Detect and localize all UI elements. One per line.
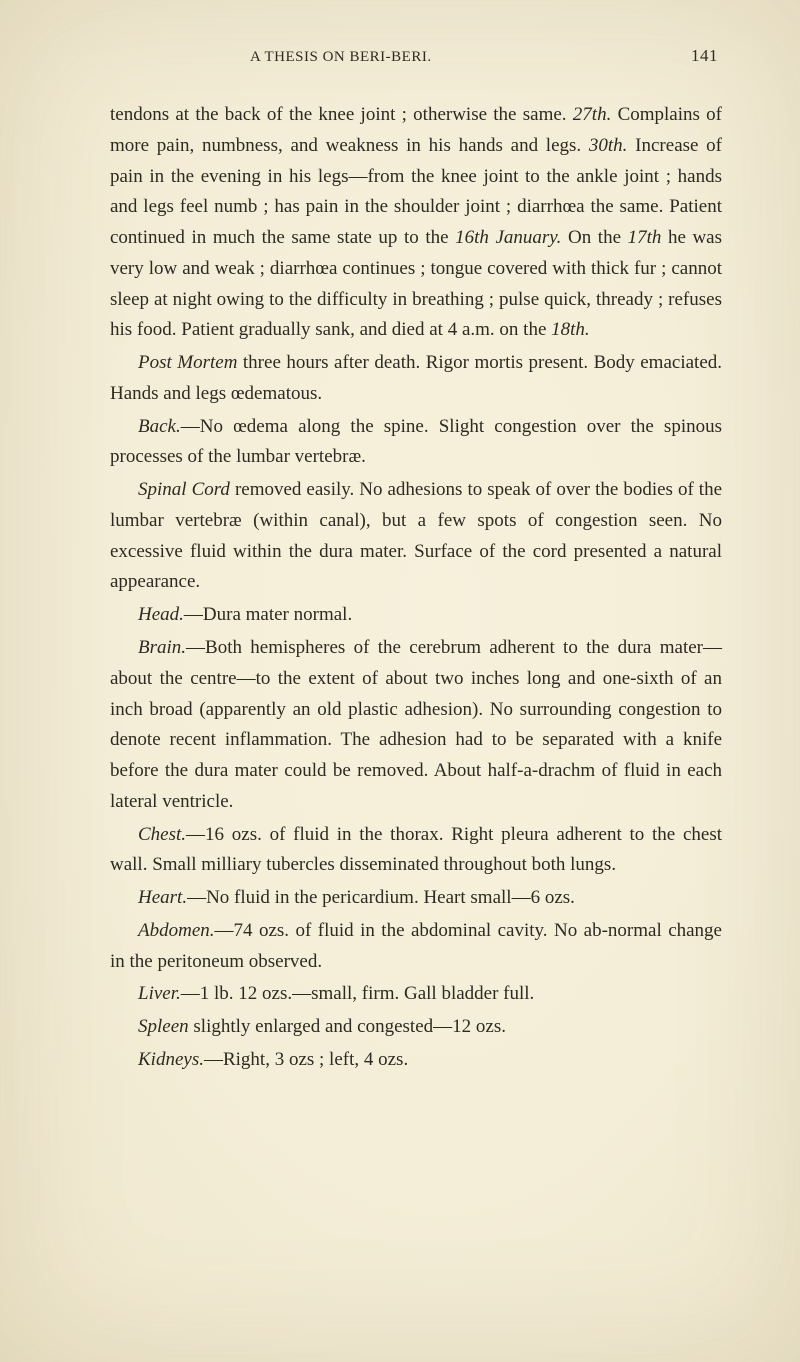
paragraph: Head.—Dura mater normal.	[110, 600, 722, 631]
page: A THESIS ON BERI-BERI. 141 tendons at th…	[0, 0, 800, 1362]
text-run: —No fluid in the pericardium. Heart smal…	[187, 887, 575, 908]
italic-run: Brain.	[138, 637, 186, 658]
paragraph: Brain.—Both hemispheres of the cerebrum …	[110, 633, 722, 818]
paragraph: Kidneys.—Right, 3 ozs ; left, 4 ozs.	[110, 1045, 722, 1076]
paragraph: Liver.—1 lb. 12 ozs.—small, firm. Gall b…	[110, 979, 722, 1010]
text-run: —1 lb. 12 ozs.—small, firm. Gall bladder…	[181, 983, 535, 1004]
text-run: On the	[561, 227, 627, 248]
italic-run: 16th January.	[455, 227, 561, 248]
text-run: slightly enlarged and congested—12 ozs.	[189, 1016, 506, 1037]
text-run: —Dura mater normal.	[184, 604, 352, 625]
body-text: tendons at the back of the knee joint ; …	[110, 100, 722, 1076]
italic-run: 17th	[628, 227, 662, 248]
italic-run: Post Mortem	[138, 352, 237, 373]
italic-run: Spleen	[138, 1016, 189, 1037]
running-header-title: A THESIS ON BERI-BERI.	[250, 49, 432, 66]
italic-run: 27th.	[573, 104, 612, 125]
text-run: —No œdema along the spine. Slight conges…	[110, 416, 722, 468]
text-run: tendons at the back of the knee joint ; …	[110, 104, 573, 125]
paragraph: Spinal Cord removed easily. No adhesions…	[110, 475, 722, 598]
paragraph: Back.—No œdema along the spine. Slight c…	[110, 412, 722, 474]
italic-run: Chest.	[138, 824, 186, 845]
italic-run: Head.	[138, 604, 184, 625]
paragraph: tendons at the back of the knee joint ; …	[110, 100, 722, 346]
italic-run: Back.	[138, 416, 181, 437]
paragraph: Heart.—No fluid in the pericardium. Hear…	[110, 883, 722, 914]
paragraph: Post Mortem three hours after death. Rig…	[110, 348, 722, 410]
paragraph: Abdomen.—74 ozs. of fluid in the abdomin…	[110, 916, 722, 978]
italic-run: 18th.	[551, 319, 590, 340]
text-run: —Both hemispheres of the cerebrum adhere…	[110, 637, 722, 812]
text-run: —16 ozs. of fluid in the thorax. Right p…	[110, 824, 722, 876]
paragraph: Chest.—16 ozs. of fluid in the thorax. R…	[110, 820, 722, 882]
italic-run: Abdomen.	[138, 920, 215, 941]
italic-run: Liver.	[138, 983, 181, 1004]
italic-run: Spinal Cord	[138, 479, 230, 500]
running-header: A THESIS ON BERI-BERI. 141	[110, 46, 722, 66]
text-run: —Right, 3 ozs ; left, 4 ozs.	[204, 1049, 408, 1070]
italic-run: Heart.	[138, 887, 187, 908]
paragraph: Spleen slightly enlarged and congested—1…	[110, 1012, 722, 1043]
italic-run: Kidneys.	[138, 1049, 204, 1070]
italic-run: 30th.	[589, 135, 628, 156]
page-number: 141	[691, 46, 718, 66]
